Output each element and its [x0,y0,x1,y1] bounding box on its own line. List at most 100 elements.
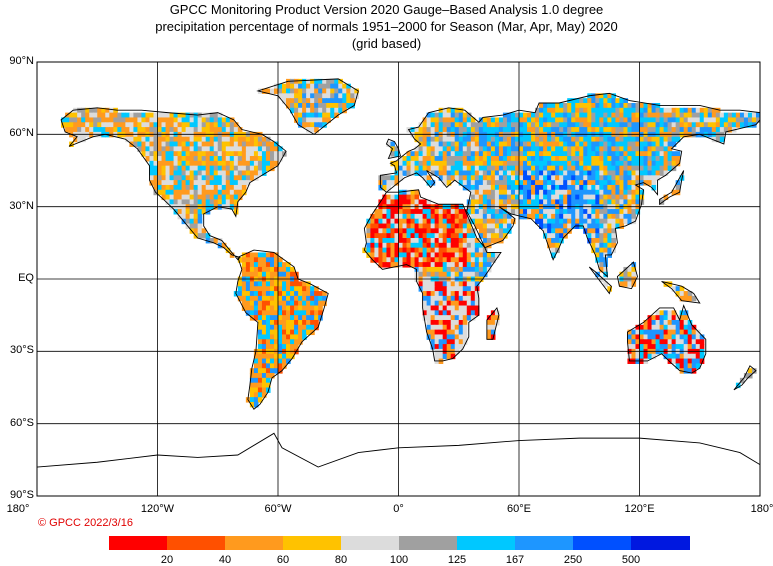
grid-cell [591,112,596,119]
grid-cell [245,262,251,268]
grid-cell [225,136,231,143]
grid-cell [482,141,488,147]
grid-cell [623,107,629,114]
grid-cell [69,127,74,133]
grid-cell [595,218,600,225]
grid-cell [643,175,649,181]
grid-cell [298,88,303,94]
grid-cell [623,218,629,225]
grid-cell [659,122,665,128]
grid-cell [310,319,315,326]
grid-cell [213,199,219,205]
grid-cell [394,160,400,167]
grid-cell [663,107,669,114]
grid-cell [173,151,179,157]
grid-cell [370,233,375,239]
grid-cell [201,112,207,119]
grid-cell [165,189,171,196]
grid-cell [591,238,596,244]
grid-cell [643,319,649,326]
grid-cell [265,88,271,94]
grid-cell [486,223,492,229]
grid-cell [298,286,303,292]
grid-cell [257,319,263,326]
grid-cell [290,107,295,114]
grid-cell [450,175,456,181]
grid-cell [583,117,588,123]
grid-cell [446,141,452,147]
grid-cell [153,146,159,152]
grid-cell [643,165,649,172]
grid-cell [278,315,283,321]
grid-cell [599,93,604,99]
grid-cell [551,102,556,109]
grid-cell [386,262,392,268]
grid-cell [229,146,235,152]
grid-cell [755,112,760,119]
grid-cell [587,141,592,147]
grid-cell [322,107,327,114]
grid-cell [679,107,685,114]
grid-cell [414,165,420,172]
grid-cell [253,286,259,292]
grid-cell [430,339,436,345]
grid-cell [454,170,460,176]
grid-cell [314,93,319,99]
grid-cell [442,300,448,307]
grid-cell [326,107,331,114]
grid-cell [482,170,488,176]
grid-cell [583,112,588,119]
grid-cell [286,102,291,109]
grid-cell [165,199,171,205]
grid-cell [651,319,657,326]
grid-cell [547,184,552,191]
grid-cell [438,319,444,326]
grid-cell [422,238,428,244]
grid-cell [233,141,239,147]
grid-cell [430,271,436,278]
grid-cell [394,262,400,268]
grid-cell [675,117,681,123]
grid-cell [205,112,211,119]
grid-cell [197,233,203,239]
grid-cell [478,228,484,234]
grid-cell [715,112,721,119]
grid-cell [454,127,460,133]
grid-cell [265,262,271,268]
grid-cell [233,156,239,162]
grid-cell [607,122,612,128]
grid-cell [209,175,215,181]
grid-cell [286,324,291,331]
grid-cell [422,257,428,263]
grid-cell [474,271,480,278]
grid-cell [410,194,416,201]
grid-cell [478,122,484,128]
grid-cell [543,209,548,215]
grid-cell [306,305,311,311]
grid-cell [751,112,757,119]
grid-cell [619,117,625,123]
grid-cell [675,156,681,162]
grid-cell [145,136,151,143]
grid-cell [615,151,621,157]
grid-cell [273,339,279,345]
grid-cell [559,209,564,215]
grid-cell [398,218,404,225]
grid-cell [639,353,645,360]
grid-cell [434,160,440,167]
grid-cell [611,170,616,176]
grid-cell [278,151,283,157]
grid-cell [434,291,440,297]
grid-cell [490,141,496,147]
grid-cell [647,353,653,360]
grid-cell [619,156,625,162]
grid-cell [466,286,472,292]
grid-cell [659,107,665,114]
grid-cell [265,291,271,297]
grid-cell [269,281,275,287]
grid-cell [298,107,303,114]
grid-cell [370,238,375,244]
grid-cell [486,329,492,336]
grid-cell [683,353,689,360]
grid-cell [523,160,528,167]
